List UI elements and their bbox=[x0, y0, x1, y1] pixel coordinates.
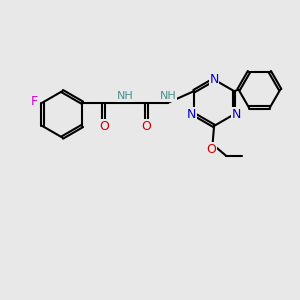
Text: N: N bbox=[187, 108, 196, 121]
Text: O: O bbox=[99, 120, 109, 133]
Text: F: F bbox=[30, 95, 38, 108]
Text: N: N bbox=[209, 73, 219, 86]
Text: O: O bbox=[206, 143, 216, 156]
Text: NH: NH bbox=[160, 91, 176, 101]
Text: O: O bbox=[142, 120, 152, 133]
Text: N: N bbox=[232, 108, 241, 121]
Text: NH: NH bbox=[117, 91, 134, 101]
